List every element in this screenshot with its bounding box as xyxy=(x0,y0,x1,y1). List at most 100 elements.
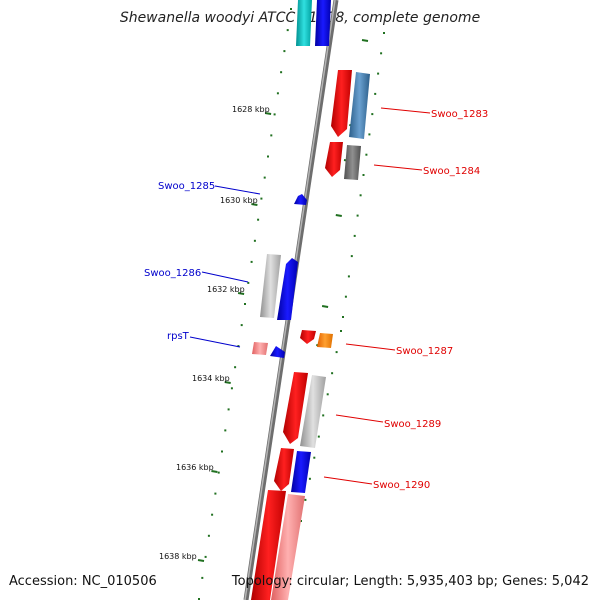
topology-text: Topology: circular; Length: 5,935,403 bp… xyxy=(231,574,589,589)
position-tick xyxy=(197,559,205,562)
gc-dot xyxy=(286,29,289,32)
minor-tick xyxy=(335,214,342,217)
gc-dot xyxy=(250,260,253,263)
gc-dot xyxy=(257,218,260,221)
gc-dot xyxy=(383,32,385,34)
gene-label-swoo-1289: Swoo_1289 xyxy=(384,419,441,430)
gc-dot xyxy=(273,113,276,116)
gene-rpst-cog xyxy=(252,342,268,355)
gene-label-swoo-1285: Swoo_1285 xyxy=(158,181,215,192)
gc-dot xyxy=(260,197,263,200)
gc-dot xyxy=(322,414,325,417)
gc-dot xyxy=(368,133,371,136)
tick-label-1636: 1636 kbp xyxy=(176,463,214,472)
gene-swoo-1289-cds xyxy=(283,372,308,444)
gc-dot xyxy=(237,345,240,348)
gene-swoo-1285-cds xyxy=(294,194,307,205)
gc-dot xyxy=(380,52,383,55)
gc-dot xyxy=(371,113,374,116)
gc-dot xyxy=(280,71,283,74)
gc-dot xyxy=(331,372,334,375)
feature-swoo-1284-cog xyxy=(344,145,361,180)
gc-dot xyxy=(350,255,353,258)
minor-tick xyxy=(361,39,369,42)
gc-dot xyxy=(217,471,220,474)
position-tick xyxy=(224,381,231,384)
accession-text: Accession: NC_010506 xyxy=(9,574,157,589)
gc-dot xyxy=(335,351,338,354)
gc-dot xyxy=(304,498,307,501)
gc-dot xyxy=(362,174,365,176)
gc-dot xyxy=(244,303,246,305)
gc-dot xyxy=(290,8,292,10)
feature-swoo-1290-blue xyxy=(291,451,311,493)
gc-dot xyxy=(247,281,250,284)
tick-label-1630: 1630 kbp xyxy=(220,196,258,205)
gc-dot xyxy=(359,194,362,197)
gc-dot xyxy=(344,295,347,298)
gene-label-rpst: rpsT xyxy=(167,331,190,342)
gc-dot xyxy=(283,50,286,53)
feature-top-cyan xyxy=(296,0,312,46)
feature-top-blue xyxy=(315,0,331,46)
gene-swoo-1287-cds xyxy=(300,330,316,344)
gc-dot xyxy=(356,214,359,217)
tick-label-1634: 1634 kbp xyxy=(192,374,230,383)
gc-dot xyxy=(224,429,227,432)
gene-swoo-1283-cds xyxy=(331,70,352,137)
gc-dot xyxy=(313,456,316,459)
gc-dot xyxy=(276,92,279,95)
gc-dot xyxy=(211,513,214,516)
gene-label-swoo-1287: Swoo_1287 xyxy=(396,346,453,357)
gc-dot xyxy=(377,72,380,75)
gene-swoo-1284-cds xyxy=(325,142,343,177)
gc-dot xyxy=(342,316,344,318)
gc-dot xyxy=(347,275,350,278)
tick-label-1638: 1638 kbp xyxy=(159,552,197,561)
gc-dot xyxy=(240,324,243,327)
feature-bottom-red xyxy=(251,490,286,600)
gene-label-swoo-1286: Swoo_1286 xyxy=(144,268,201,279)
gene-swoo-1290-cds xyxy=(274,448,294,491)
gene-rpst-cds xyxy=(270,346,285,358)
feature-swoo-1283-cog xyxy=(349,72,370,139)
gc-dot xyxy=(267,155,269,158)
gc-dot xyxy=(270,134,273,137)
feature-swoo-1289-cog xyxy=(300,375,326,448)
gc-dot xyxy=(340,330,342,332)
gc-dot xyxy=(201,576,204,579)
gc-dot xyxy=(308,477,311,480)
position-tick xyxy=(264,112,272,115)
position-tick xyxy=(237,292,245,295)
gc-dot xyxy=(207,534,210,537)
gc-dot xyxy=(204,555,207,558)
gc-dot xyxy=(365,153,368,156)
gc-dot xyxy=(353,234,356,237)
label-leaders xyxy=(189,107,431,485)
gc-dot xyxy=(234,366,237,369)
tick-label-1628: 1628 kbp xyxy=(232,105,270,114)
gc-dot xyxy=(300,520,302,522)
gc-dot xyxy=(198,598,200,600)
gene-swoo-1286-cds xyxy=(277,258,298,320)
gc-content-track xyxy=(198,8,385,600)
feature-bottom-pink xyxy=(271,494,305,600)
gene-label-swoo-1290: Swoo_1290 xyxy=(373,480,430,491)
gc-dot xyxy=(253,239,256,242)
gc-dot xyxy=(227,408,230,411)
gc-dot xyxy=(317,435,320,438)
position-tick xyxy=(211,470,218,473)
minor-tick xyxy=(321,305,329,308)
gene-label-swoo-1283: Swoo_1283 xyxy=(431,109,488,120)
feature-swoo-1287-cog xyxy=(317,333,333,348)
position-tick xyxy=(251,203,258,206)
gene-label-swoo-1284: Swoo_1284 xyxy=(423,166,480,177)
gc-dot xyxy=(214,492,217,495)
gc-dot xyxy=(374,92,377,95)
gc-dot xyxy=(326,393,329,396)
gc-dot xyxy=(221,450,223,453)
feature-swoo-1286-cog xyxy=(260,254,281,318)
gc-dot xyxy=(230,387,233,390)
gc-dot xyxy=(263,176,266,179)
